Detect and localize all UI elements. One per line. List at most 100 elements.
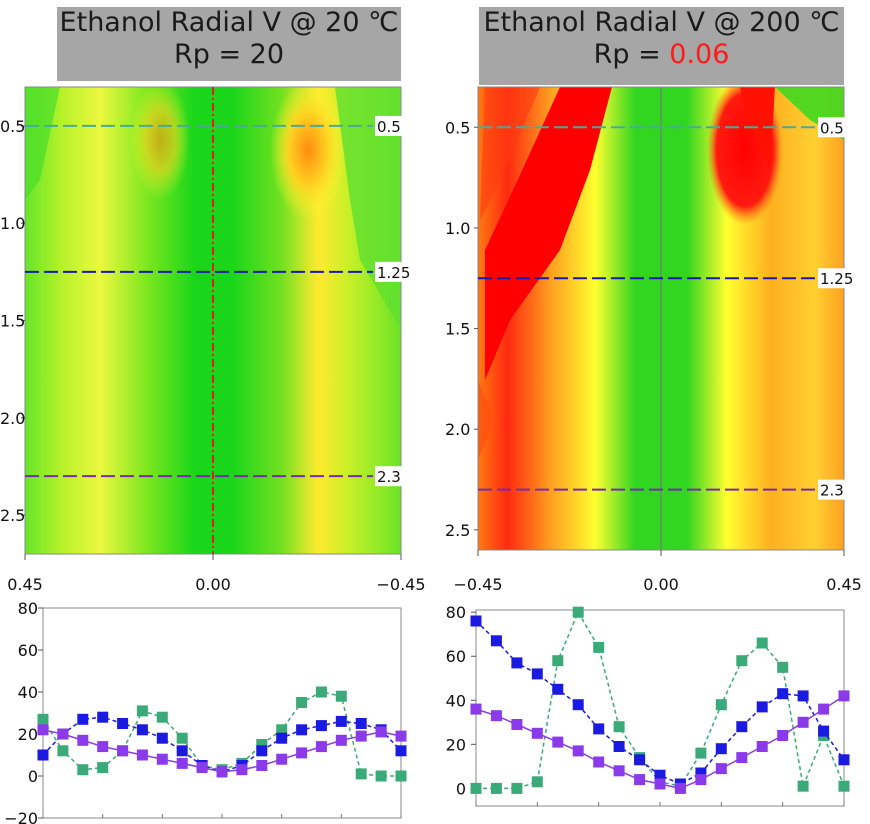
lp200-series-2-point bbox=[715, 763, 727, 775]
lp200-series-0-point bbox=[613, 721, 625, 733]
lp200-series-0-point bbox=[593, 641, 605, 653]
lp20-series-1-point bbox=[176, 745, 188, 757]
lp20-series-0-point bbox=[335, 690, 347, 702]
lp200-series-0-point bbox=[552, 655, 564, 667]
lp20-series-1-point bbox=[276, 732, 288, 744]
lp20-series-0-point bbox=[296, 697, 308, 708]
hm200-ytick-label: 2.5 bbox=[445, 521, 470, 540]
lp20-series-0-point bbox=[256, 739, 268, 750]
hm20-level-label-bg bbox=[375, 115, 408, 136]
lp20-series-0-point bbox=[375, 770, 387, 782]
lp20-series-2-point bbox=[156, 753, 168, 765]
lp20-series-0-point bbox=[136, 705, 148, 717]
lp20-series-1-point bbox=[97, 711, 109, 723]
lp20-series-0-point bbox=[355, 768, 367, 780]
lp200-series-1-point bbox=[715, 743, 727, 755]
hm20-level-label: 2.3 bbox=[377, 468, 401, 486]
lp200-series-0-point bbox=[511, 782, 523, 794]
title-right-line2: Rp = 0.06 bbox=[479, 39, 844, 71]
lp200-series-2-point bbox=[634, 774, 646, 786]
lp200-series-2-point bbox=[511, 719, 523, 730]
title-right-line1: Ethanol Radial V @ 200 ℃ bbox=[483, 7, 840, 38]
lp20-series-2-point bbox=[97, 741, 109, 753]
lp20-series-0-point bbox=[276, 724, 288, 736]
lp200-series-2-point bbox=[818, 703, 830, 715]
lp20-series-1-point bbox=[395, 745, 407, 757]
lp20-ytick-label: 20 bbox=[18, 725, 38, 744]
lp20-series-2-point bbox=[196, 762, 208, 774]
hm200-level-label: 1.25 bbox=[820, 270, 853, 288]
lp20-series-0-point bbox=[37, 713, 49, 725]
lp20-series-2-point bbox=[335, 734, 347, 746]
lp200-series-2-point bbox=[777, 730, 789, 741]
lp200-series-0-point bbox=[756, 637, 768, 649]
hm20-ytick-label: 2.0 bbox=[0, 409, 25, 428]
hm200-level-label: 0.5 bbox=[820, 119, 844, 137]
title-right-rp-value: 0.06 bbox=[669, 39, 730, 70]
title-left-rp-value: 20 bbox=[249, 39, 285, 70]
hm20-level-label: 1.25 bbox=[377, 264, 410, 282]
hm200-ytick-label: 1.5 bbox=[445, 320, 470, 339]
lp20-series-1-point bbox=[335, 715, 347, 727]
title-right-rp-prefix: Rp = bbox=[593, 39, 670, 70]
lp200-series-1-point bbox=[818, 725, 830, 737]
hm200-level-label-bg bbox=[818, 268, 860, 289]
hm200-xtick-label: 0.00 bbox=[643, 575, 679, 594]
lp20-series-0-point bbox=[77, 764, 89, 776]
lp200-ytick-label: 80 bbox=[446, 603, 466, 622]
lp20-series-0-point bbox=[57, 745, 69, 757]
lp20-series-0-point bbox=[395, 770, 407, 782]
lp200-series-0-point bbox=[490, 782, 502, 794]
lp20-ytick-label: −20 bbox=[4, 809, 38, 824]
lp20-ytick-label: 80 bbox=[18, 599, 38, 618]
title-left: Ethanol Radial V @ 20 ℃ Rp = 20 bbox=[57, 7, 401, 81]
lp200-ytick-label: 40 bbox=[446, 691, 466, 710]
lp200-series-0-point bbox=[736, 655, 748, 667]
lp200-series-1-point bbox=[634, 754, 646, 766]
lp20-series-2-point bbox=[276, 753, 288, 765]
lp200-ytick-label: 20 bbox=[446, 735, 466, 754]
lp20-ytick-label: 60 bbox=[18, 641, 38, 660]
lp200-series-2-point bbox=[674, 782, 686, 794]
hm200-xtick-label: −0.45 bbox=[453, 575, 502, 594]
hm20-level-label: 0.5 bbox=[377, 118, 401, 136]
lp20-series-2-point bbox=[355, 730, 367, 742]
lp20-series-1-point bbox=[117, 718, 129, 729]
lp20-series-1-point bbox=[315, 720, 327, 732]
lp200-series-0-point bbox=[695, 747, 707, 759]
lp200-series-0-point bbox=[797, 780, 809, 792]
hm200-ytick-label: 0.5 bbox=[445, 118, 470, 137]
lp20-series-2-point bbox=[395, 730, 407, 742]
lp200-series-2-point bbox=[490, 710, 502, 722]
lp200-series-1-point bbox=[490, 635, 502, 647]
hm200-ytick-label: 2.0 bbox=[445, 420, 470, 439]
title-left-rp-prefix: Rp = bbox=[173, 39, 250, 70]
lp200-series-2-point bbox=[552, 736, 564, 748]
lp200-series-1-point bbox=[756, 701, 768, 713]
lp200-series-2-point bbox=[838, 690, 850, 702]
lp20-series-0-point bbox=[176, 732, 188, 744]
lp200-series-2-point bbox=[654, 778, 666, 790]
hm20-xtick-label: 0.45 bbox=[7, 575, 43, 594]
hm200-level-label-bg bbox=[818, 479, 851, 500]
lp20-series-1-point bbox=[136, 724, 148, 736]
lp200-series-0-point bbox=[572, 606, 584, 618]
lp200-series-0-point bbox=[715, 699, 727, 711]
title-right: Ethanol Radial V @ 200 ℃ Rp = 0.06 bbox=[479, 7, 844, 85]
hm20-level-label-bg bbox=[375, 261, 417, 282]
hm20-ytick-label: 2.5 bbox=[0, 506, 25, 525]
lp200-series-1-point bbox=[552, 683, 564, 695]
lp200-series-1-point bbox=[531, 668, 543, 680]
lp200-series-2-point bbox=[613, 765, 625, 777]
lp200-series-2-point bbox=[797, 716, 809, 728]
hm20-level-label-bg bbox=[375, 466, 408, 487]
lp200-series-1-point bbox=[695, 767, 707, 779]
lp20-series-2-point bbox=[77, 734, 89, 746]
lp20-series-2-point bbox=[57, 728, 69, 740]
lp200-series-1-point bbox=[470, 615, 482, 627]
lp20-series-2-point bbox=[136, 749, 148, 761]
lp20-series-2-point bbox=[296, 747, 308, 759]
lp20-series-2-point bbox=[256, 760, 268, 771]
hm20-xtick-label: 0.00 bbox=[195, 575, 231, 594]
